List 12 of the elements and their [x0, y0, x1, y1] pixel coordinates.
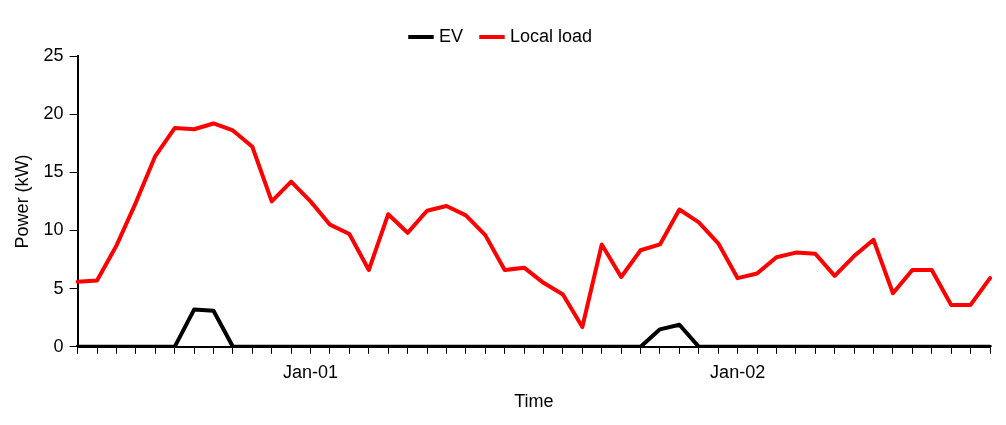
y-tick-label: 25 — [43, 44, 64, 65]
y-tick-label: 20 — [43, 103, 64, 124]
y-tick-label: 5 — [53, 277, 64, 298]
y-tick-label: 15 — [43, 161, 64, 182]
x-tick-label: Jan-01 — [283, 361, 339, 382]
x-tick-label: Jan-02 — [710, 361, 766, 382]
y-tick-label: 0 — [53, 335, 64, 356]
y-axis-title: Power (kW) — [11, 154, 32, 249]
legend-label: EV — [438, 25, 463, 46]
x-axis-title: Time — [514, 391, 554, 412]
legend-label: Local load — [509, 25, 593, 46]
y-tick-label: 10 — [43, 219, 64, 240]
